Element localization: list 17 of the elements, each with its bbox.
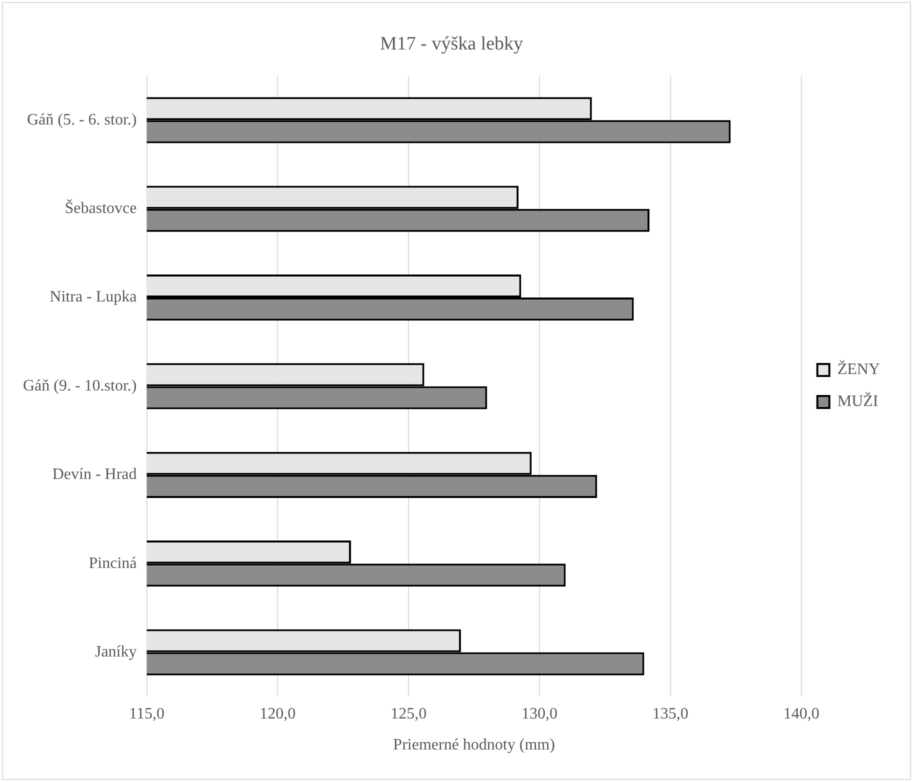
legend-label: MUŽI — [837, 392, 878, 410]
x-tick-label: 130,0 — [522, 705, 558, 722]
y-tick-label: Nitra - Lupka — [50, 288, 137, 306]
y-tick-label: Devín - Hrad — [52, 466, 137, 484]
x-tick-label: 125,0 — [390, 705, 427, 722]
y-tick-label: Gáň (9. - 10.stor.) — [22, 377, 137, 394]
x-tick-label: 115,0 — [129, 705, 164, 722]
x-tick-label: 140,0 — [783, 705, 820, 722]
y-tick-label: Pinciná — [88, 554, 137, 572]
x-tick-label: 120,0 — [260, 705, 296, 722]
x-tick-label: 135,0 — [652, 705, 688, 722]
y-tick-label: Šebastovce — [64, 199, 137, 218]
y-tick-label: Janíky — [94, 643, 137, 660]
legend-label: ŽENY — [837, 360, 880, 378]
chart-title: M17 - výška lebky — [380, 33, 524, 54]
y-tick-label: Gáň (5. - 6. stor.) — [26, 111, 137, 128]
x-axis-title: Priemerné hodnoty (mm) — [393, 736, 555, 754]
